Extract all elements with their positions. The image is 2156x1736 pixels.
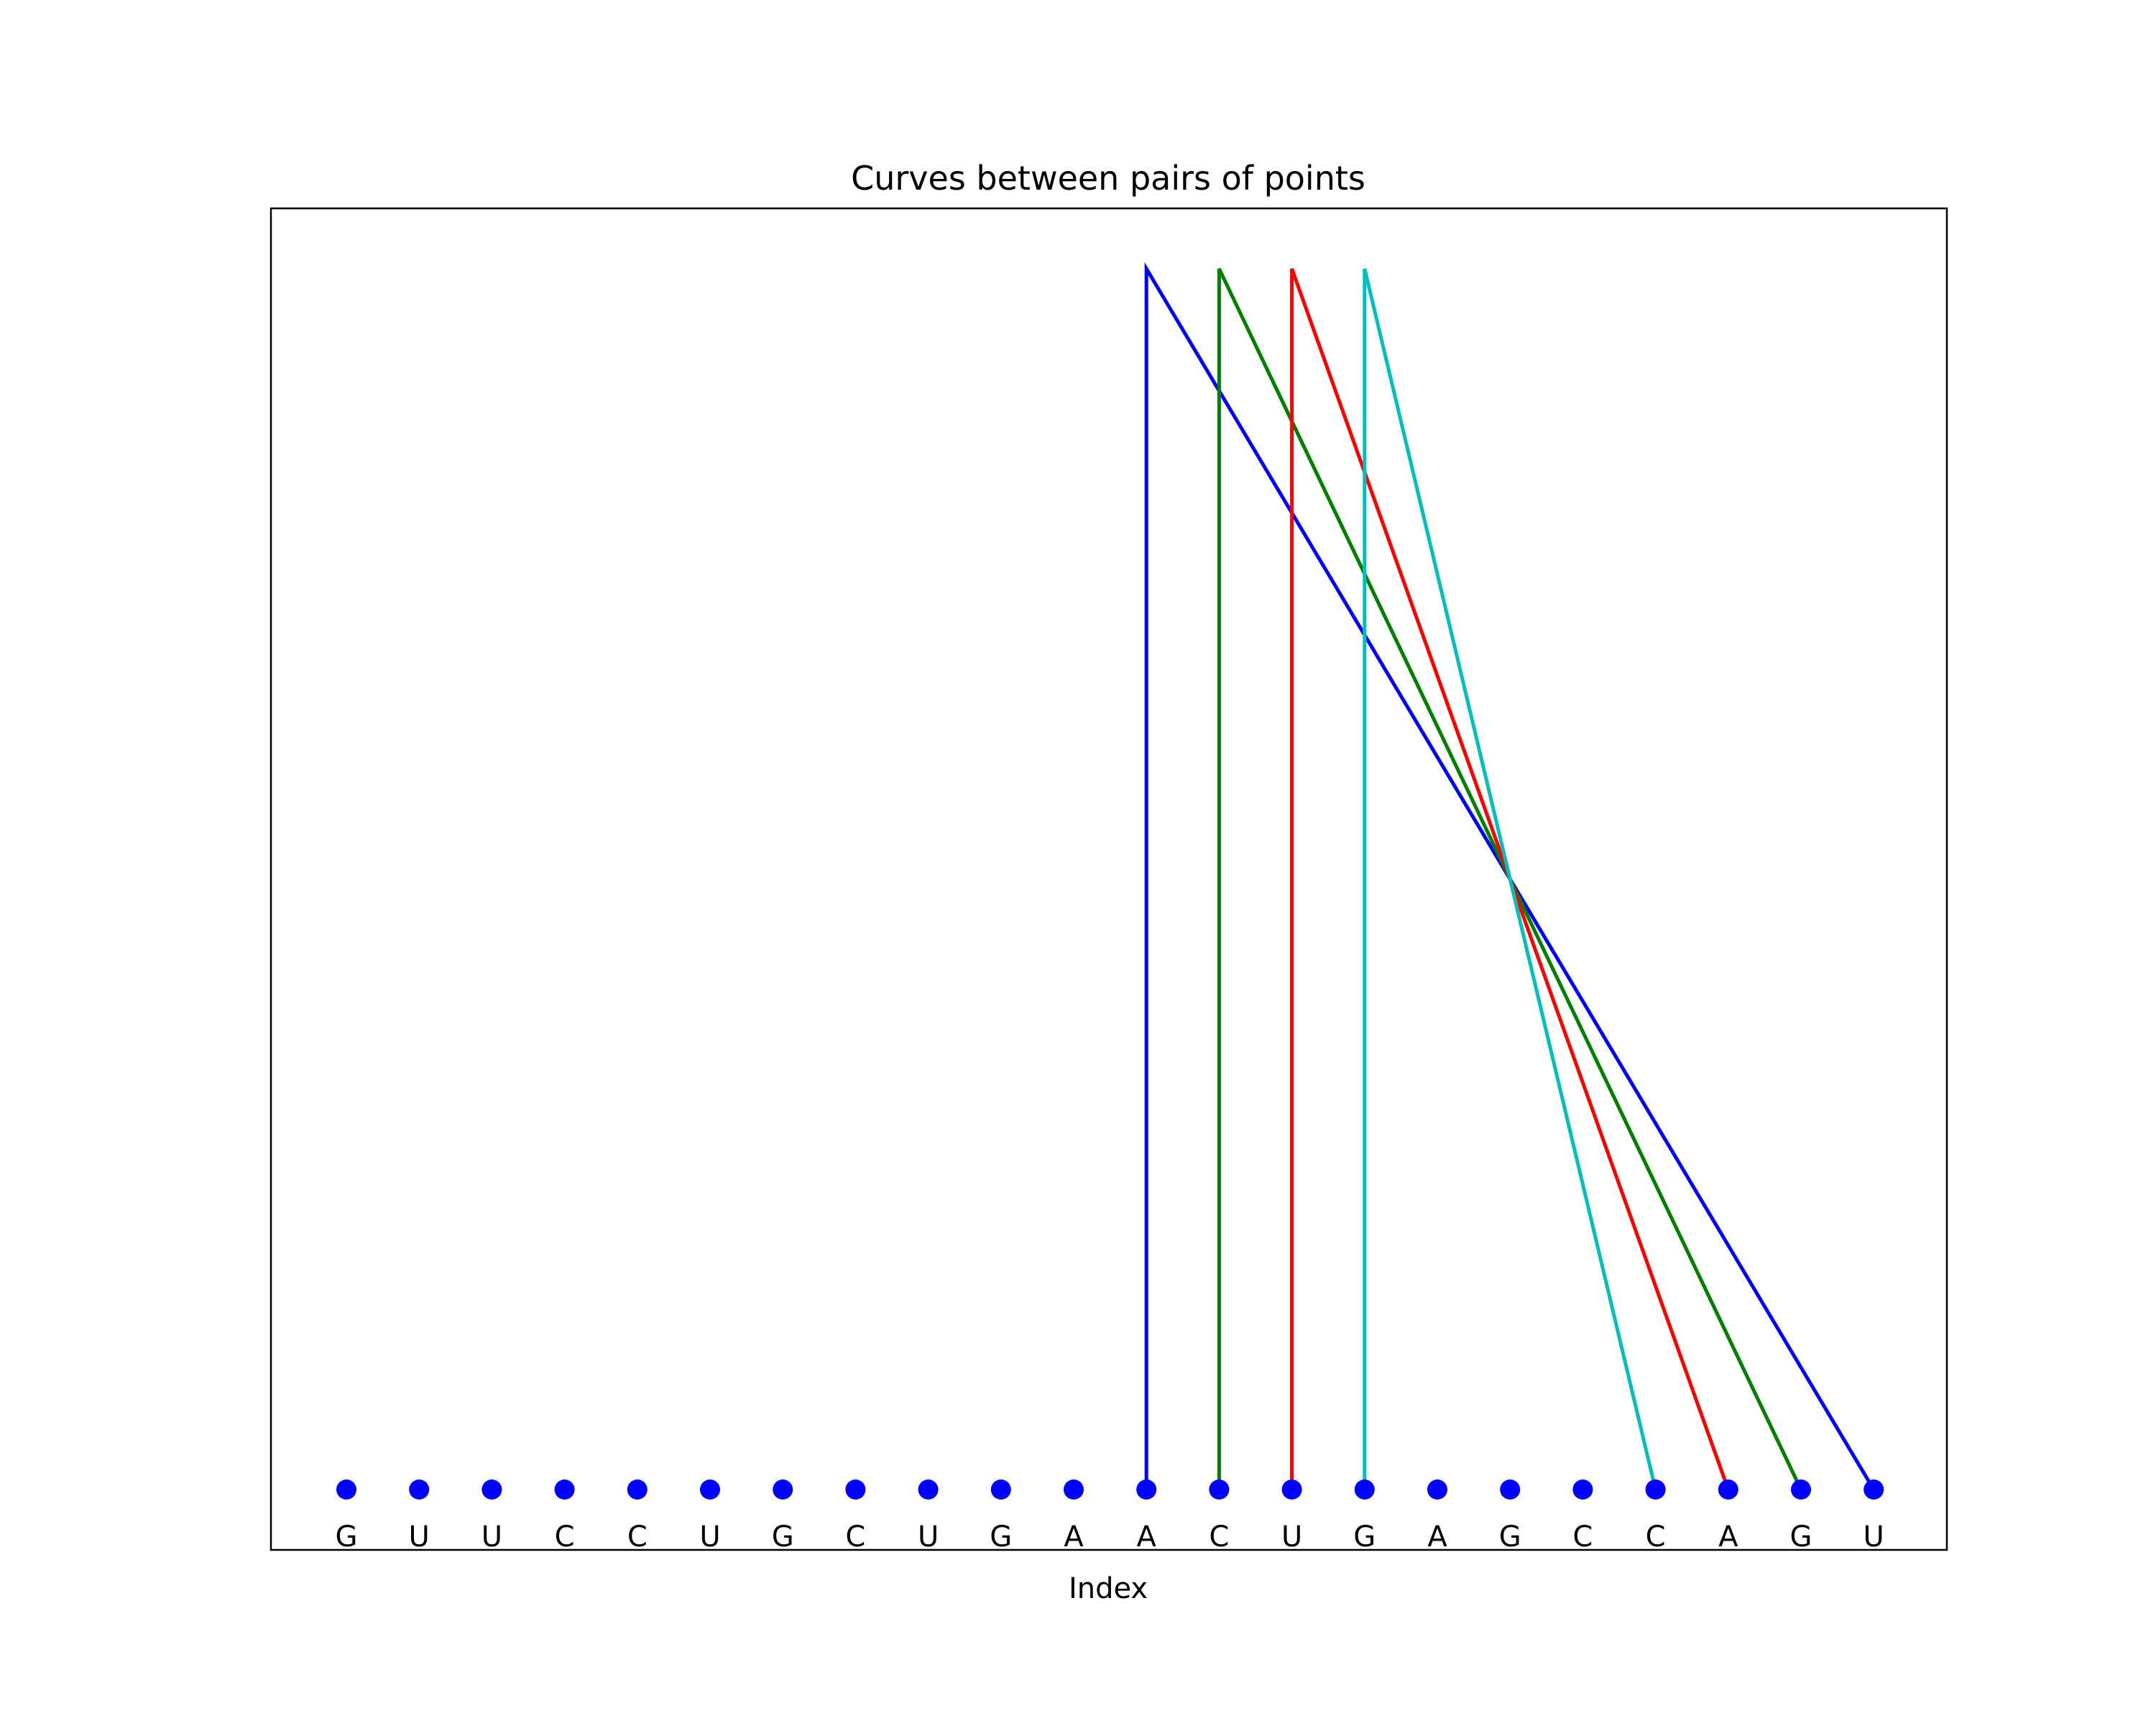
sequence-point <box>1136 1479 1157 1500</box>
sequence-point <box>1718 1479 1738 1500</box>
tick-label: G <box>1499 1520 1521 1553</box>
sequence-point <box>1209 1479 1230 1500</box>
tick-label: A <box>1064 1520 1084 1553</box>
sequence-point <box>773 1479 793 1500</box>
sequence-point <box>1645 1479 1666 1500</box>
tick-label: U <box>1281 1520 1302 1553</box>
tick-label: A <box>1718 1520 1738 1553</box>
tick-label: G <box>1353 1520 1376 1553</box>
pair-line-1 <box>1217 267 1803 1491</box>
pair-line-3 <box>1363 268 1658 1490</box>
tick-label: C <box>1209 1520 1229 1553</box>
sequence-point <box>336 1479 356 1500</box>
pair-line-2 <box>1290 268 1731 1490</box>
tick-label: U <box>918 1520 939 1553</box>
sequence-point <box>1791 1479 1811 1500</box>
tick-label: U <box>409 1520 430 1553</box>
sequence-point <box>1281 1479 1302 1500</box>
tick-label: G <box>772 1520 794 1553</box>
tick-label: A <box>1427 1520 1447 1553</box>
tick-label: C <box>627 1520 648 1553</box>
sequence-point <box>554 1479 575 1500</box>
tick-label: G <box>336 1520 358 1553</box>
sequence-point <box>1064 1479 1084 1500</box>
sequence-points <box>336 1479 1884 1500</box>
sequence-point <box>1500 1479 1521 1500</box>
pair-line-0 <box>1144 262 1876 1491</box>
tick-label: U <box>482 1520 502 1553</box>
tick-label: U <box>1864 1520 1884 1553</box>
sequence-point <box>482 1479 502 1500</box>
sequence-point <box>1354 1479 1375 1500</box>
sequence-point <box>627 1479 648 1500</box>
x-axis-label: Index <box>1069 1572 1148 1605</box>
chart-title: Curves between pairs of points <box>851 159 1365 198</box>
plot-frame <box>270 207 1948 1551</box>
sequence-point <box>700 1479 720 1500</box>
pair-lines <box>1144 262 1876 1491</box>
sequence-point <box>1864 1479 1884 1500</box>
tick-label: U <box>699 1520 720 1553</box>
sequence-point <box>990 1479 1011 1500</box>
sequence-point <box>1427 1479 1447 1500</box>
sequence-point <box>845 1479 866 1500</box>
sequence-point <box>409 1479 430 1500</box>
tick-label: G <box>990 1520 1012 1553</box>
tick-label: C <box>555 1520 575 1553</box>
tick-label: A <box>1137 1520 1157 1553</box>
sequence-point <box>918 1479 939 1500</box>
tick-label: G <box>1790 1520 1812 1553</box>
tick-label: C <box>1646 1520 1666 1553</box>
tick-label: C <box>845 1520 865 1553</box>
tick-label: C <box>1572 1520 1593 1553</box>
sequence-point <box>1572 1479 1593 1500</box>
